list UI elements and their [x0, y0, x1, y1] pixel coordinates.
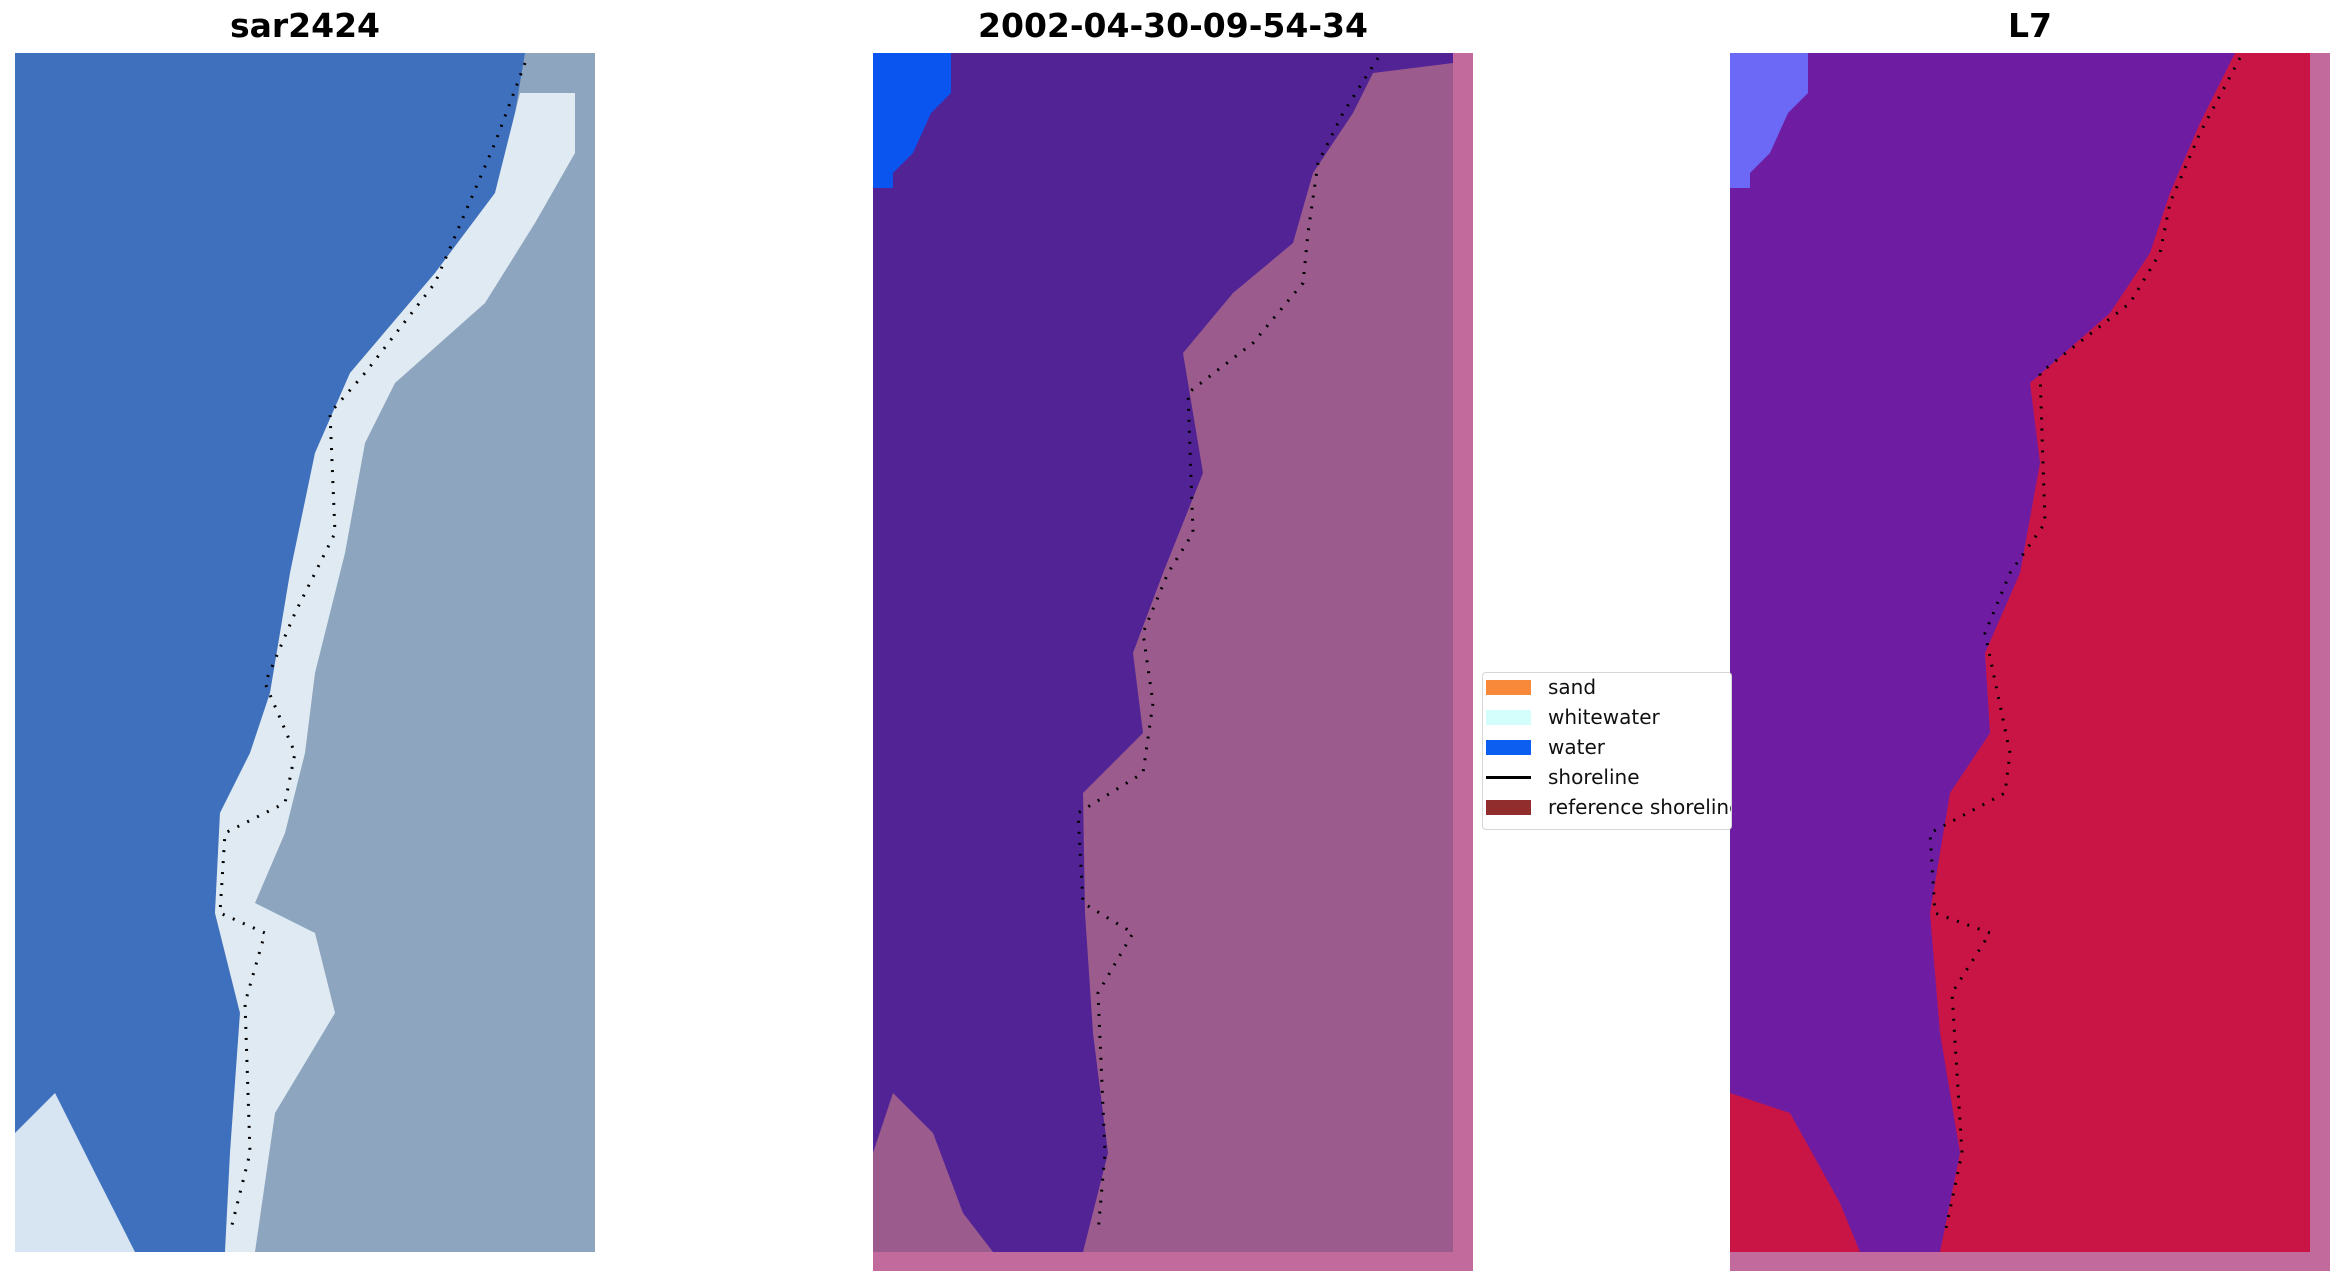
legend-label-reference-shoreline: reference shoreline [1548, 795, 1732, 819]
legend-swatch-reference-shoreline [1486, 800, 1531, 815]
legend-item-water: water [1483, 733, 1731, 763]
legend-line-shoreline [1486, 776, 1531, 779]
shoreline-dotted [1928, 57, 2242, 1234]
legend-item-shoreline: shoreline [1483, 763, 1731, 793]
classified-image [873, 53, 1473, 1271]
bottom-left-whitewater [15, 1093, 135, 1252]
land-area [1930, 53, 2310, 1252]
legend-swatch-water [1486, 740, 1531, 755]
legend-label-shoreline: shoreline [1548, 765, 1640, 789]
legend-label-sand: sand [1548, 675, 1597, 699]
rgb-image-panel [15, 53, 595, 1252]
panel-title-l7: L7 [2008, 6, 2052, 45]
panel-title-sar: sar2424 [229, 6, 381, 45]
bright-water-patch [1730, 53, 1808, 188]
bottom-left-land [1730, 1093, 1860, 1252]
legend-item-whitewater: whitewater [1483, 703, 1731, 733]
rgb-image [15, 53, 595, 1252]
legend-label-whitewater: whitewater [1548, 705, 1660, 729]
legend-swatch-sand [1486, 680, 1531, 695]
l7-image [1730, 53, 2330, 1271]
legend: sand whitewater water shoreline referenc… [1482, 672, 1732, 830]
legend-label-water: water [1548, 735, 1605, 759]
whitewater-band [215, 93, 575, 1252]
water-class-patch [873, 53, 951, 188]
panel-title-date: 2002-04-30-09-54-34 [978, 6, 1368, 45]
l7-image-panel [1730, 53, 2330, 1271]
legend-item-sand: sand [1483, 673, 1731, 703]
land-class-area [1083, 63, 1453, 1252]
classified-image-panel [873, 53, 1473, 1271]
legend-item-reference-shoreline: reference shoreline [1483, 793, 1732, 823]
bottom-left-land [873, 1093, 993, 1252]
legend-swatch-whitewater [1486, 710, 1531, 725]
